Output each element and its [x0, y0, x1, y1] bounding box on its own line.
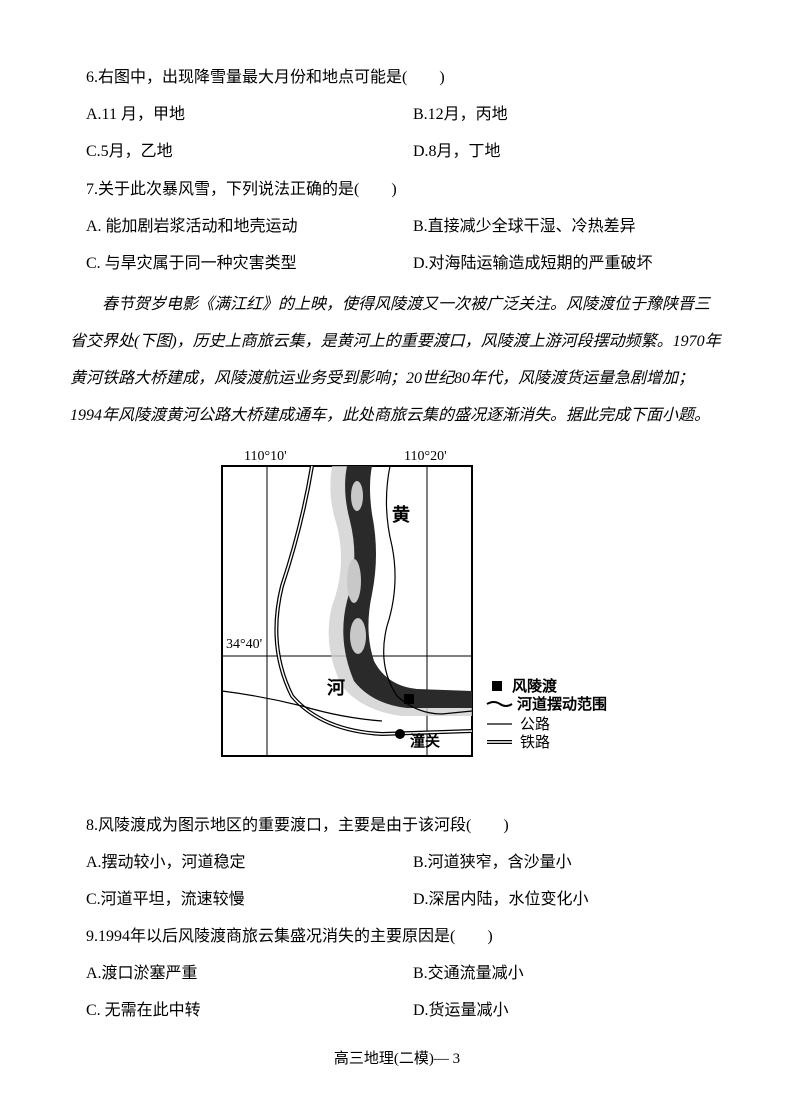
legend-road-text: 公路 — [520, 716, 550, 733]
q7-optA: A. 能加剧岩浆活动和地壳运动 — [70, 209, 397, 244]
tongguan-marker — [395, 729, 405, 739]
q8-optD: D.深居内陆，水位变化小 — [397, 882, 724, 917]
q8-optA: A.摆动较小，河道稳定 — [70, 845, 397, 880]
q6-optC: C.5月，乙地 — [70, 134, 397, 169]
q9-options-row2: C. 无需在此中转 D.货运量减小 — [70, 993, 724, 1028]
map-box: 黄 河 潼关 风陵渡 河道摆动范围 公路 铁路 110°10' 110°20' … — [182, 446, 612, 789]
q8-stem: 8.风陵渡成为图示地区的重要渡口，主要是由于该河段( ) — [70, 808, 724, 843]
lon-left-label: 110°10' — [244, 442, 287, 473]
q7-optD: D.对海陆运输造成短期的严重破坏 — [397, 246, 724, 281]
legend-fenglingdu-icon — [492, 681, 502, 691]
page-footer: 高三地理(二模)— 3 — [0, 1043, 794, 1076]
sandbar-3 — [350, 618, 366, 654]
q9-optA: A.渡口淤塞严重 — [70, 956, 397, 991]
q6-optB: B.12月，丙地 — [397, 97, 724, 132]
passage-text: 春节贺岁电影《满江红》的上映，使得风陵渡又一次被广泛关注。风陵渡位于豫陕晋三省交… — [70, 287, 724, 434]
q7-options-row1: A. 能加剧岩浆活动和地壳运动 B.直接减少全球干湿、冷热差异 — [70, 209, 724, 244]
q9-optC: C. 无需在此中转 — [70, 993, 397, 1028]
legend-swing-icon — [487, 702, 512, 706]
q6-optA: A.11 月，甲地 — [70, 97, 397, 132]
q7-stem: 7.关于此次暴风雪，下列说法正确的是( ) — [70, 172, 724, 207]
q9-optB: B.交通流量减小 — [397, 956, 724, 991]
legend-fenglingdu-text: 风陵渡 — [512, 677, 558, 695]
lon-right-label: 110°20' — [404, 442, 447, 473]
q7-optB: B.直接减少全球干湿、冷热差异 — [397, 209, 724, 244]
q7-options-row2: C. 与旱灾属于同一种灾害类型 D.对海陆运输造成短期的严重破坏 — [70, 246, 724, 281]
river-label-top: 黄 — [392, 504, 410, 525]
q9-stem: 9.1994年以后风陵渡商旅云集盛况消失的主要原因是( ) — [70, 919, 724, 954]
sandbar-2 — [347, 559, 361, 603]
q6-options-row2: C.5月，乙地 D.8月，丁地 — [70, 134, 724, 169]
sandbar-1 — [351, 481, 363, 511]
q8-optC: C.河道平坦，流速较慢 — [70, 882, 397, 917]
map-container: 黄 河 潼关 风陵渡 河道摆动范围 公路 铁路 110°10' 110°20' … — [70, 446, 724, 789]
q6-optD: D.8月，丁地 — [397, 134, 724, 169]
legend-railway-text: 铁路 — [520, 734, 550, 751]
legend-swing-text: 河道摆动范围 — [517, 695, 607, 713]
lat-label: 34°40' — [226, 630, 262, 661]
q9-options-row1: A.渡口淤塞严重 B.交通流量减小 — [70, 956, 724, 991]
q6-options-row1: A.11 月，甲地 B.12月，丙地 — [70, 97, 724, 132]
map-svg: 黄 河 潼关 风陵渡 河道摆动范围 公路 铁路 — [182, 446, 612, 776]
q8-options-row2: C.河道平坦，流速较慢 D.深居内陆，水位变化小 — [70, 882, 724, 917]
river-label-bottom: 河 — [327, 678, 345, 698]
fenglingdu-marker — [404, 694, 414, 704]
q8-optB: B.河道狭窄，含沙量小 — [397, 845, 724, 880]
tongguan-label: 潼关 — [410, 732, 440, 750]
q7-optC: C. 与旱灾属于同一种灾害类型 — [70, 246, 397, 281]
q9-optD: D.货运量减小 — [397, 993, 724, 1028]
q8-options-row1: A.摆动较小，河道稳定 B.河道狭窄，含沙量小 — [70, 845, 724, 880]
q6-stem: 6.右图中，出现降雪量最大月份和地点可能是( ) — [70, 60, 724, 95]
